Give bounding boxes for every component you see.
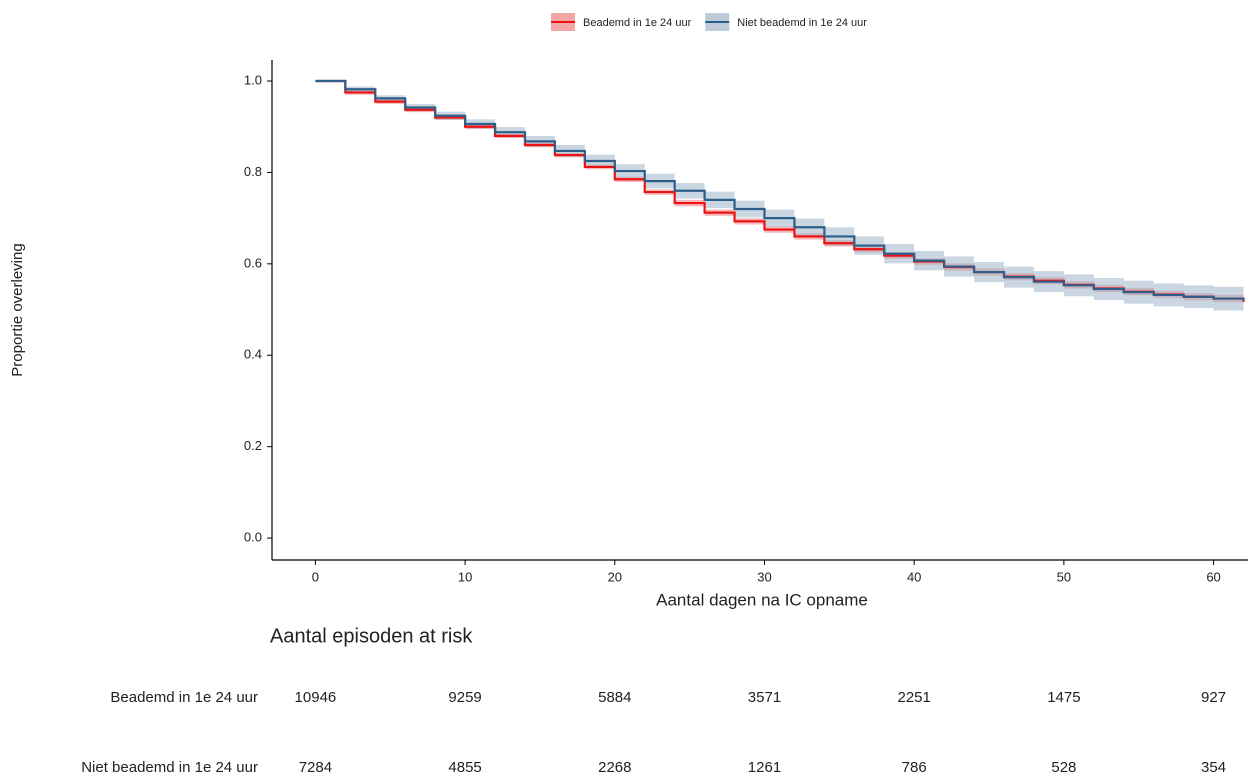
risk-count: 2251 xyxy=(897,689,930,706)
y-tick-label: 0.6 xyxy=(244,255,262,270)
lines xyxy=(315,79,1245,302)
x-tick-label: 30 xyxy=(757,569,771,584)
risk-count: 528 xyxy=(1051,759,1076,776)
x-tick-label: 10 xyxy=(458,569,472,584)
x-tick-label: 20 xyxy=(608,569,622,584)
risk-count: 5884 xyxy=(598,689,631,706)
risk-table-title: Aantal episoden at risk xyxy=(270,625,473,647)
legend-label: Niet beademd in 1e 24 uur xyxy=(737,17,867,29)
risk-count: 7284 xyxy=(299,759,332,776)
risk-row-label: Beademd in 1e 24 uur xyxy=(110,689,258,706)
legend-label: Beademd in 1e 24 uur xyxy=(583,17,692,29)
x-tick-label: 40 xyxy=(907,569,921,584)
risk-count: 10946 xyxy=(295,689,337,706)
confidence-band xyxy=(315,81,1244,313)
x-tick-label: 50 xyxy=(1057,569,1071,584)
risk-count: 1261 xyxy=(748,759,781,776)
y-tick-label: 0.2 xyxy=(244,438,262,453)
risk-count: 3571 xyxy=(748,689,781,706)
risk-count: 354 xyxy=(1201,759,1226,776)
y-tick-label: 0.0 xyxy=(244,529,262,544)
risk-count: 786 xyxy=(902,759,927,776)
risk-count: 927 xyxy=(1201,689,1226,706)
risk-count: 4855 xyxy=(448,759,481,776)
bands xyxy=(315,81,1244,313)
y-tick-label: 0.4 xyxy=(244,347,262,362)
risk-count: 2268 xyxy=(598,759,631,776)
survival-line xyxy=(315,79,1245,301)
y-tick-label: 0.8 xyxy=(244,164,262,179)
y-tick-label: 1.0 xyxy=(244,72,262,87)
x-axis-label: Aantal dagen na IC opname xyxy=(656,590,868,609)
y-axis-label: Proportie overleving xyxy=(9,243,26,376)
x-tick-label: 0 xyxy=(312,569,319,584)
risk-count: 1475 xyxy=(1047,689,1080,706)
risk-count: 9259 xyxy=(448,689,481,706)
x-tick-label: 60 xyxy=(1206,569,1220,584)
risk-row-label: Niet beademd in 1e 24 uur xyxy=(81,759,258,776)
